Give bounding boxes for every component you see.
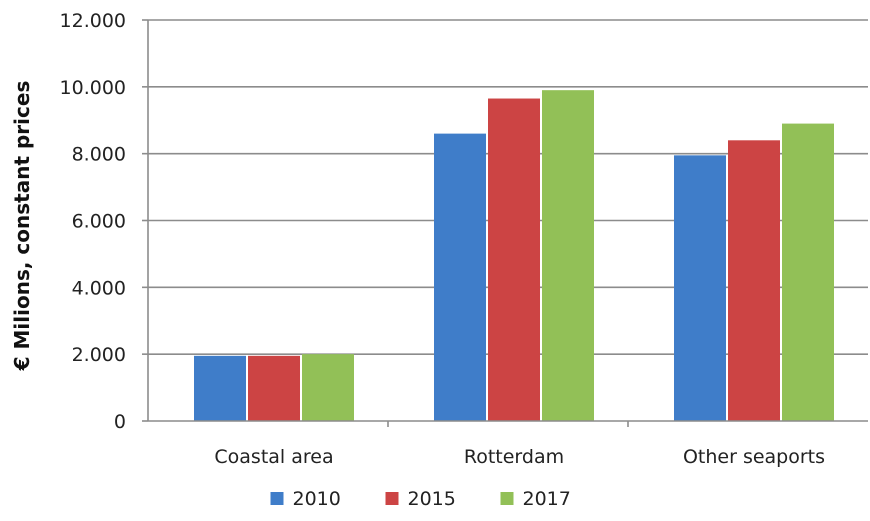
bar-2017 <box>782 123 834 421</box>
legend-label-2017: 2017 <box>523 488 571 510</box>
x-axis-ticks: Coastal area Rotterdam Other seaports <box>214 421 825 468</box>
bar-2010 <box>674 155 726 421</box>
x-tick-label: Coastal area <box>214 446 333 468</box>
y-axis-ticks: 0 2.000 4.000 6.000 8.000 10.000 12.000 <box>60 10 148 433</box>
y-tick-label: 12.000 <box>60 10 126 32</box>
legend-label-2015: 2015 <box>408 488 456 510</box>
legend-swatch-2015 <box>385 492 399 505</box>
y-axis-title: € Milions, constant prices <box>10 81 34 372</box>
bar-2015 <box>728 140 780 422</box>
x-tick-label: Other seaports <box>683 446 825 468</box>
legend: 2010 2015 2017 <box>270 488 571 510</box>
y-tick-label: 2.000 <box>72 344 126 366</box>
x-tick-label: Rotterdam <box>464 446 564 468</box>
y-tick-label: 4.000 <box>72 277 126 299</box>
y-tick-label: 10.000 <box>60 77 126 99</box>
bar-2010 <box>194 355 246 421</box>
y-tick-label: 0 <box>114 411 126 433</box>
legend-label-2010: 2010 <box>293 488 341 510</box>
y-tick-label: 8.000 <box>72 144 126 166</box>
bar-2015 <box>248 355 300 421</box>
bars <box>194 90 834 422</box>
bar-2010 <box>434 133 486 421</box>
legend-swatch-2010 <box>270 492 284 505</box>
bar-2015 <box>488 98 540 421</box>
bar-2017 <box>542 90 594 422</box>
y-tick-label: 6.000 <box>72 211 126 233</box>
bar-2017 <box>302 354 354 421</box>
legend-swatch-2017 <box>500 492 514 505</box>
